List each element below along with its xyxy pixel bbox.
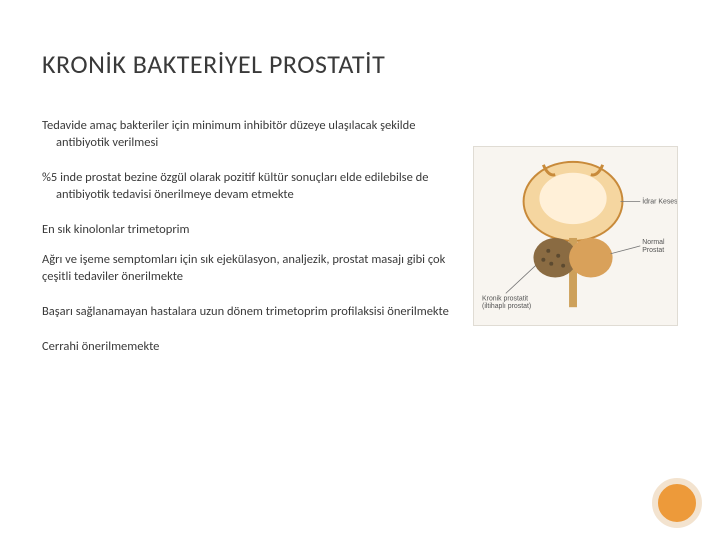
text-column: Tedavide amaç bakteriler için minimum in… (42, 118, 463, 374)
anatomy-svg: İdrar Kesesi Normal Prostat Kronik prost… (474, 147, 677, 325)
texture-dot (556, 254, 560, 258)
label-normal: Normal Prostat (642, 239, 666, 254)
bladder-inner (539, 173, 606, 224)
paragraph: %5 inde prostat bezine özgül olarak pozi… (42, 170, 463, 204)
texture-dot (546, 249, 550, 253)
content-row: Tedavide amaç bakteriler için minimum in… (42, 118, 678, 374)
decoration-circle-icon (652, 478, 702, 528)
paragraph: Ağrı ve işeme semptomları için sık ejekü… (42, 252, 463, 286)
label-bladder: İdrar Kesesi (642, 196, 677, 205)
slide: KRONİK BAKTERİYEL PROSTATİT Tedavide ama… (0, 0, 720, 540)
texture-dot (541, 258, 545, 262)
texture-dot (549, 262, 553, 266)
paragraph: Tedavide amaç bakteriler için minimum in… (42, 118, 463, 152)
texture-dot (561, 264, 565, 268)
paragraph: Başarı sağlanamayan hastalara uzun dönem… (42, 304, 463, 321)
prostate-normal (569, 238, 613, 278)
prostate-illustration: İdrar Kesesi Normal Prostat Kronik prost… (473, 146, 678, 326)
paragraph: Cerrahi önerilmemekte (42, 339, 463, 356)
label-chronic: Kronik prostatit (iltihaplı prostat) (482, 295, 531, 310)
page-title: KRONİK BAKTERİYEL PROSTATİT (42, 48, 678, 80)
paragraph: En sık kinolonlar trimetoprim (42, 222, 463, 239)
